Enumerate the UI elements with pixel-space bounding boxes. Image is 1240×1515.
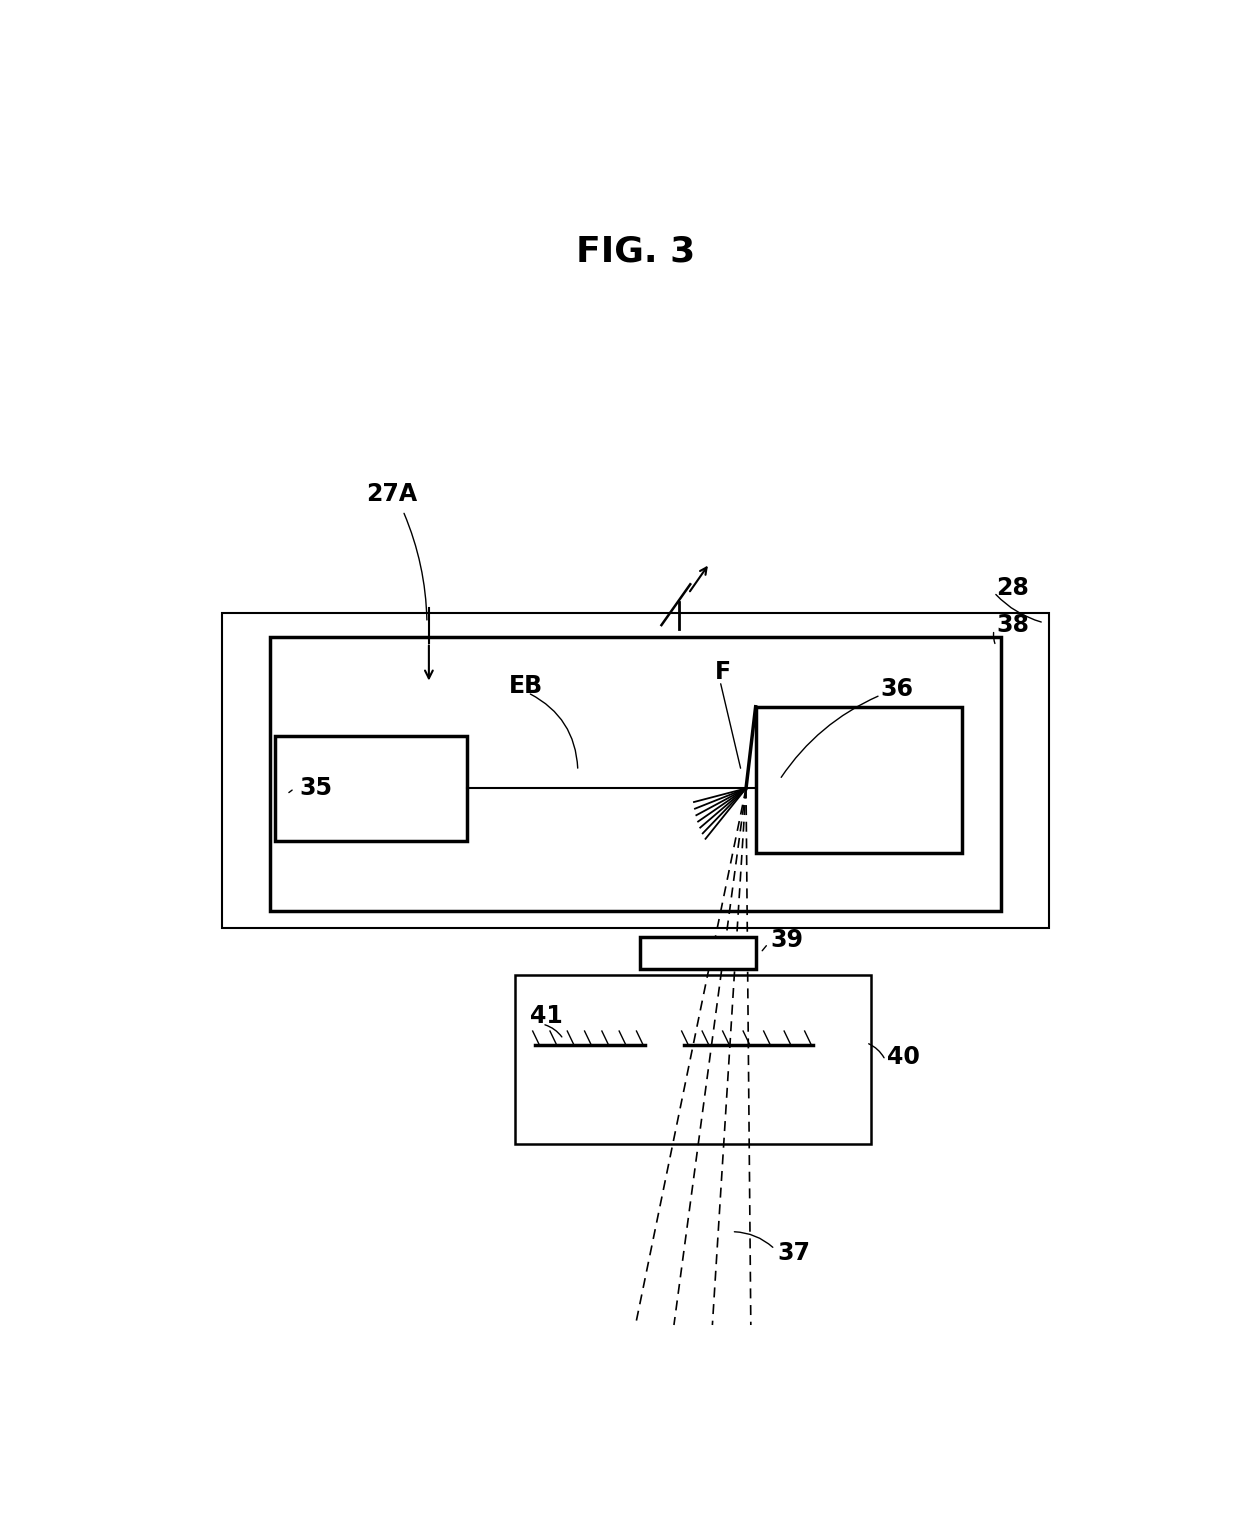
Text: 41: 41 [529,1004,563,1027]
Bar [270,636,1001,911]
Bar [275,736,467,841]
Text: FIG. 3: FIG. 3 [575,235,696,268]
Text: 40: 40 [888,1045,920,1068]
Text: 27A: 27A [367,482,418,506]
Text: F: F [715,659,732,683]
Bar [640,936,755,970]
Bar [755,706,962,853]
Bar [222,614,1049,929]
Text: 38: 38 [996,614,1029,638]
Bar [516,976,870,1144]
Text: 39: 39 [770,929,804,951]
Text: 28: 28 [996,576,1029,600]
Text: 37: 37 [777,1241,811,1265]
Text: 35: 35 [299,776,332,800]
Text: EB: EB [508,674,543,698]
Text: 36: 36 [880,677,914,701]
